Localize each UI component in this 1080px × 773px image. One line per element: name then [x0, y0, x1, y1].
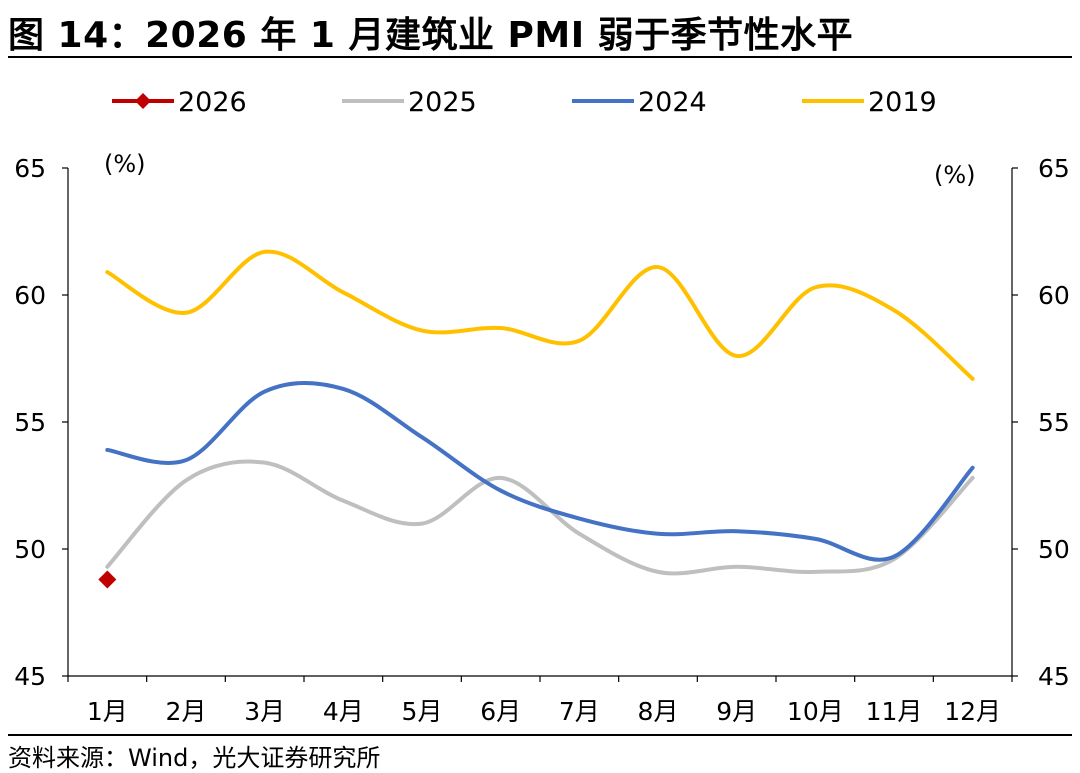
x-tick-label: 5月 [402, 697, 443, 726]
legend-label: 2025 [408, 87, 477, 118]
y-tick-label-left: 65 [14, 154, 46, 183]
x-tick-label: 12月 [944, 697, 1001, 726]
legend-item-2026: 2026 [112, 87, 247, 118]
series-line-2024 [105, 380, 975, 562]
series-line-2019 [105, 249, 975, 381]
y-tick-label-left: 55 [14, 408, 46, 437]
source-note: 资料来源：Wind，光大证券研究所 [8, 744, 381, 772]
y-tick-label-left: 60 [14, 281, 46, 310]
x-tick-label: 1月 [87, 697, 128, 726]
y-tick-label-right: 50 [1038, 535, 1070, 564]
legend-item-2024: 2024 [572, 87, 707, 118]
axes: 45 45 50 50 55 55 60 60 65 65 (%) (%) 1月 2月 3月 4月 5月 6月 7月… [14, 150, 1070, 726]
y-unit-left: (%) [104, 150, 146, 178]
x-tick-label: 8月 [638, 697, 679, 726]
y-tick-label-left: 50 [14, 535, 46, 564]
x-tick-label: 9月 [716, 697, 757, 726]
y-tick-label-right: 60 [1038, 281, 1070, 310]
marker-2026 [98, 570, 117, 589]
plot-area [98, 249, 975, 589]
legend-item-2025: 2025 [342, 87, 477, 118]
source-rule [8, 734, 1072, 736]
series-line-2025 [105, 459, 975, 576]
y-tick-label-right: 65 [1038, 154, 1070, 183]
title-rule [8, 56, 1072, 58]
x-tick-label: 6月 [480, 697, 521, 726]
y-tick-label-right: 45 [1038, 662, 1070, 691]
legend-item-2019: 2019 [802, 87, 937, 118]
legend-marker [135, 93, 151, 109]
line-chart: 2026 2025 2024 2019 45 45 50 50 55 55 60 60 65 65 (%)… [14, 87, 1070, 726]
legend-label: 2019 [868, 87, 937, 118]
x-tick-label: 2月 [166, 697, 207, 726]
x-tick-label: 7月 [559, 697, 600, 726]
y-unit-right: (%) [934, 161, 976, 189]
x-tick-label: 4月 [323, 697, 364, 726]
legend-label: 2026 [178, 87, 247, 118]
chart-title: 图 14：2026 年 1 月建筑业 PMI 弱于季节性水平 [8, 15, 854, 56]
y-tick-label-right: 55 [1038, 408, 1070, 437]
y-tick-label-left: 45 [14, 662, 46, 691]
x-tick-label: 10月 [787, 697, 844, 726]
x-tick-label: 11月 [866, 697, 923, 726]
legend: 2026 2025 2024 2019 [112, 87, 937, 118]
x-tick-label: 3月 [244, 697, 285, 726]
legend-label: 2024 [638, 87, 707, 118]
